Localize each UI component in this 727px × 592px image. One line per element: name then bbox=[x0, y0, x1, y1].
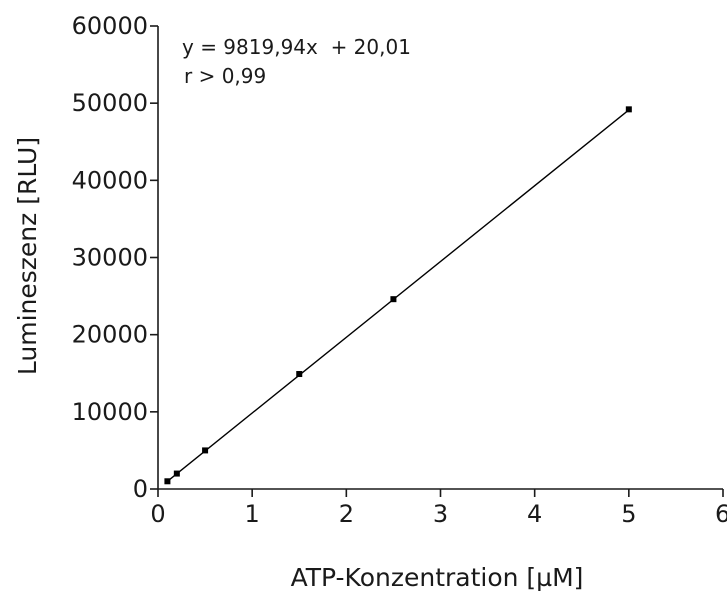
x-axis-title: ATP-Konzentration [µM] bbox=[291, 563, 584, 592]
x-ticks: 0 1 2 3 4 5 6 bbox=[150, 489, 727, 528]
correlation-annotation: r > 0,99 bbox=[184, 64, 266, 88]
x-tick-label: 6 bbox=[715, 500, 727, 528]
plot-area bbox=[164, 106, 632, 485]
data-point bbox=[202, 447, 209, 454]
data-point bbox=[390, 296, 397, 303]
y-tick-label: 60000 bbox=[72, 12, 148, 40]
data-point bbox=[173, 470, 180, 477]
data-point bbox=[164, 478, 171, 485]
x-tick-label: 0 bbox=[150, 500, 165, 528]
x-tick-label: 5 bbox=[621, 500, 636, 528]
equation-annotation: y = 9819,94x + 20,01 bbox=[182, 35, 411, 59]
x-tick-label: 4 bbox=[527, 500, 542, 528]
axes bbox=[157, 26, 723, 490]
data-point bbox=[296, 371, 303, 378]
x-tick-label: 1 bbox=[245, 500, 260, 528]
x-tick-label: 2 bbox=[339, 500, 354, 528]
y-tick-label: 40000 bbox=[72, 166, 148, 194]
y-tick-label: 50000 bbox=[72, 89, 148, 117]
y-ticks: 0 10000 20000 30000 40000 50000 60000 bbox=[72, 12, 158, 503]
x-tick-label: 3 bbox=[433, 500, 448, 528]
y-axis-title: Lumineszenz [RLU] bbox=[13, 137, 42, 375]
y-tick-label: 30000 bbox=[72, 244, 148, 272]
data-point bbox=[625, 106, 632, 113]
y-tick-label: 20000 bbox=[72, 321, 148, 349]
y-tick-label: 0 bbox=[133, 475, 148, 503]
y-tick-label: 10000 bbox=[72, 398, 148, 426]
regression-line bbox=[166, 109, 630, 482]
